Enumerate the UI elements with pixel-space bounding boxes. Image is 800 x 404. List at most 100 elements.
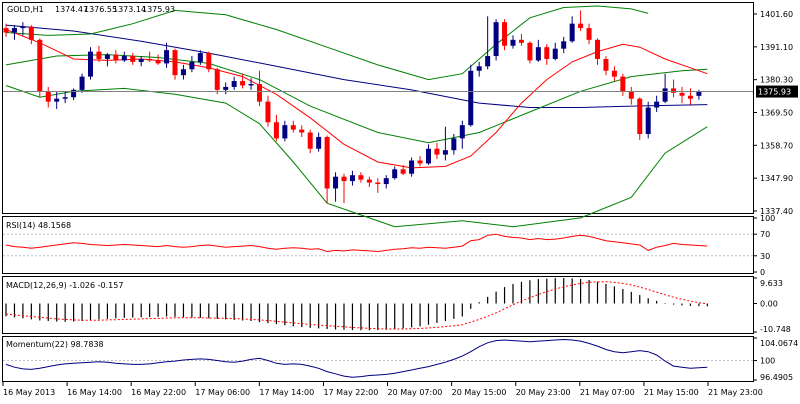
price-tick-label: 1391.10 [760,43,793,52]
candle-body [307,132,313,149]
candle-body [637,98,643,135]
ohlc-high: 1376.55 [84,5,117,14]
candle-body [248,83,254,86]
candle-body [662,88,668,102]
candle-body [164,50,170,64]
price-tag [756,85,798,98]
price-overlay-line [5,24,708,108]
candle-body [459,125,465,139]
candle-body [502,22,508,46]
candle-body [299,129,305,133]
price-tick-label: 1369.50 [760,109,793,118]
x-tick-label: 20 May 23:00 [516,388,571,397]
candle-body [273,122,279,139]
candle-body [71,89,77,98]
candle-body [45,91,51,102]
candle-body [417,160,423,164]
candle-body [518,39,524,43]
momentum-panel-title: Momentum(22) 98.7838 [6,340,104,349]
candle-body [240,81,246,86]
x-tick-label: 16 May 22:00 [131,388,186,397]
candle-body [214,69,220,90]
momentum-line [5,338,708,378]
candle-body [155,60,161,64]
ohlc-low: 1373.14 [113,5,146,14]
candle-body [79,76,85,90]
candle-body [11,28,17,33]
rsi-tick-label: 0 [760,268,765,277]
candle-body [544,47,550,59]
x-tick-label: 21 May 07:00 [580,388,635,397]
x-tick-label: 20 May 07:00 [388,388,443,397]
candle-body [358,175,364,180]
candle-body [442,150,448,155]
candle-body [130,56,136,62]
candle-body [654,101,660,108]
candle-body [138,58,144,62]
candle-body [696,91,702,96]
candle-body [96,51,102,59]
momentum-tick-label: 100 [760,357,775,366]
candle-body [476,66,482,71]
price-tick-label: 1347.90 [760,174,793,183]
ohlc-close: 1375.93 [142,5,175,14]
x-tick-label: 16 May 2013 [3,388,55,397]
candle-body [180,69,186,76]
price-overlay-line [5,85,708,228]
momentum-tick-label: 96.4905 [760,373,793,382]
candle-body [527,42,533,61]
x-tick-label: 21 May 23:00 [708,388,763,397]
rsi-series [3,233,753,257]
candle-body [20,26,26,29]
candle-body [595,39,600,59]
x-tick-label: 20 May 15:00 [452,388,507,397]
candle-body [62,97,68,99]
candle-body [104,54,110,59]
candle-body [349,175,355,182]
candle-body [392,169,398,179]
momentum-tick-label: 104.0674 [760,339,798,348]
candle-body [54,98,60,102]
momentum-panel [2,336,754,382]
candle-body [628,91,634,99]
candle-body [645,107,651,135]
candle-body [611,70,617,77]
price-tick-label: 1380.30 [760,76,793,85]
candle-body [282,125,288,139]
candle-body [88,51,93,77]
candle-body [290,125,296,130]
macd-tick-label: 0.00 [760,300,778,309]
candle-body [409,160,415,174]
candle-body [451,138,457,151]
rsi-tick-label: 70 [760,230,770,239]
candle-body [434,148,440,155]
candle-body [324,136,330,189]
candle-body [400,169,406,174]
macd-signal-line [5,281,708,330]
axes: 1375.93 1401.60 1391.10 1380.30 1369.50 1358.… [2,10,798,397]
candle-body [493,22,499,57]
candle-body [569,23,575,42]
candle-body [197,53,203,62]
candle-body [485,56,491,67]
price-tick-label: 1337.40 [760,207,793,216]
macd-series [5,278,708,331]
price-tick-label: 1401.60 [760,10,793,19]
price-panel-title: GOLD,H1 [7,5,44,14]
candle-body [687,95,693,99]
candle-body [603,58,609,71]
macd-tick-label: -10.748 [760,325,791,334]
x-tick-label: 16 May 14:00 [67,388,122,397]
candle-body [172,50,178,76]
candle-body [206,53,212,70]
ohlc-open: 1374.47 [55,5,88,14]
price-tick-label: 1358.70 [760,141,793,150]
momentum-series [3,338,753,378]
candle-body [223,86,229,90]
price-tag-label: 1375.93 [758,88,791,97]
candle-body [366,179,372,183]
candle-body [620,76,626,92]
x-tick-label: 17 May 22:00 [323,388,378,397]
